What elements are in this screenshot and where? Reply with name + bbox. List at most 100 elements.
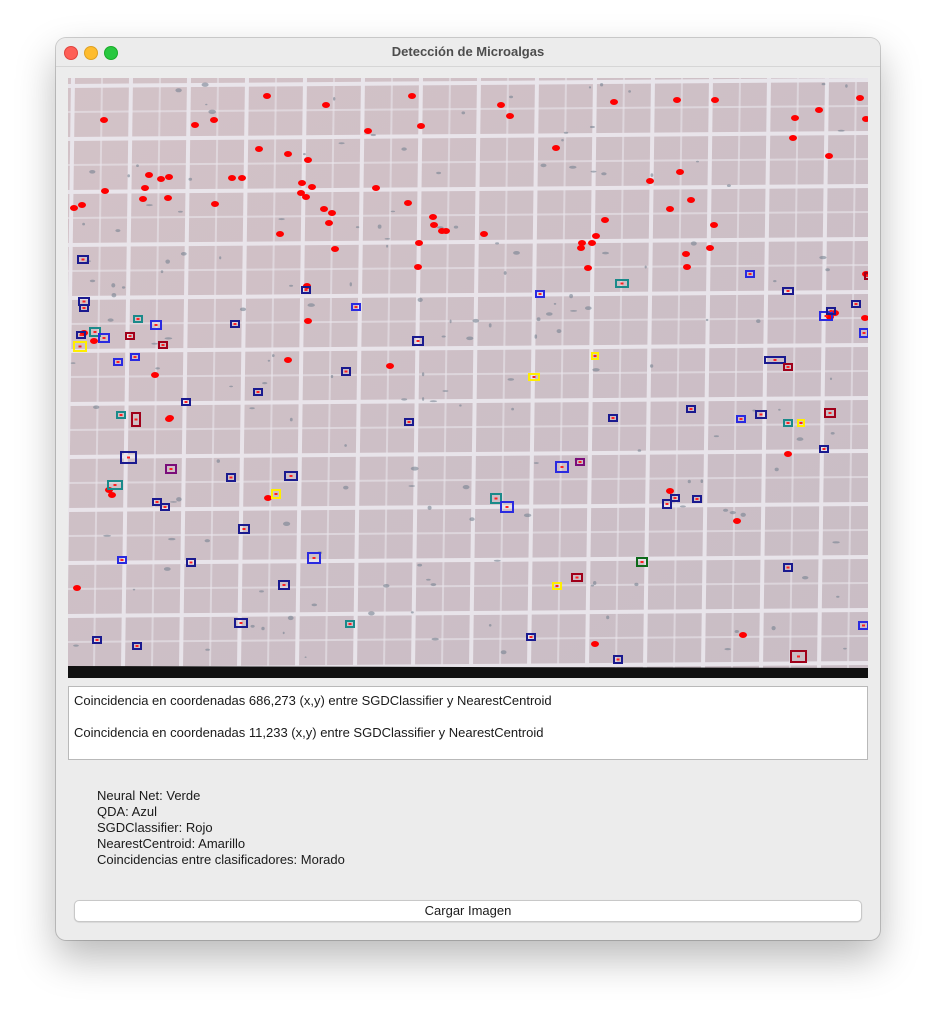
sgd-detection [682, 251, 690, 257]
grid-line [817, 78, 829, 669]
debris-particle [103, 534, 112, 537]
maximize-window-button[interactable] [104, 46, 118, 60]
sgd-detection [784, 451, 792, 457]
sgd-detection [506, 113, 514, 119]
debris-particle [401, 398, 408, 401]
sgd-detection [284, 151, 292, 157]
title-bar: Detección de Microalgas [56, 38, 880, 67]
detection-center [828, 412, 832, 414]
minimize-window-button[interactable] [84, 46, 98, 60]
sgd-detection [497, 102, 505, 108]
debris-particle [355, 226, 360, 229]
detection-center [578, 461, 582, 463]
debris-particle [606, 615, 610, 620]
detection-box [113, 358, 123, 366]
legend-item-neural-net: Neural Net: Verde [97, 788, 201, 803]
debris-particle [410, 466, 419, 471]
detection-center [354, 306, 358, 308]
detection-center [116, 361, 120, 363]
debris-particle [175, 88, 182, 93]
close-window-button[interactable] [64, 46, 78, 60]
detection-center [312, 557, 316, 559]
detection-box [555, 461, 569, 473]
debris-particle [121, 286, 126, 289]
detection-box [125, 332, 135, 340]
detection-box [670, 494, 680, 502]
detection-box [797, 419, 805, 427]
coincidence-log: Coincidencia en coordenadas 686,273 (x,y… [68, 686, 868, 760]
detection-box [858, 621, 868, 630]
debris-particle [628, 90, 631, 93]
detection-box [782, 287, 794, 295]
grid-line [68, 237, 868, 247]
debris-particle [466, 336, 474, 341]
debris-particle [723, 508, 729, 512]
debris-particle [429, 400, 438, 403]
debris-particle [278, 218, 285, 221]
debris-particle [592, 368, 600, 372]
debris-particle [111, 283, 116, 288]
grid-line [68, 211, 868, 219]
sgd-detection [73, 585, 81, 591]
detection-box [851, 300, 861, 308]
detection-box [615, 279, 629, 288]
detection-box [636, 557, 648, 567]
debris-particle [289, 417, 293, 422]
sgd-detection [711, 97, 719, 103]
sgd-detection [592, 233, 600, 239]
debris-particle [687, 479, 691, 484]
debris-particle [349, 282, 352, 287]
detection-center [748, 273, 752, 275]
grid-line [237, 78, 249, 669]
debris-particle [495, 242, 500, 245]
sgd-detection [577, 245, 585, 251]
detection-box [107, 480, 123, 490]
debris-particle [262, 382, 268, 385]
debris-particle [756, 319, 761, 323]
legend-item-qda: QDA: Azul [97, 804, 157, 819]
sgd-detection [414, 264, 422, 270]
detection-center [127, 456, 130, 459]
detection-center [289, 475, 293, 477]
debris-particle [589, 125, 595, 129]
debris-particle [208, 109, 216, 114]
detection-box [500, 501, 514, 513]
debris-particle [500, 650, 507, 655]
load-image-button[interactable]: Cargar Imagen [74, 900, 862, 922]
detection-box [234, 618, 248, 628]
sgd-detection [408, 93, 416, 99]
grid-line [68, 264, 868, 272]
sgd-detection [673, 97, 681, 103]
debris-particle [563, 131, 569, 134]
detection-box [160, 503, 170, 511]
detection-center [136, 318, 140, 320]
sgd-detection [101, 188, 109, 194]
sgd-detection [739, 632, 747, 638]
debris-particle [249, 407, 255, 410]
debris-particle [204, 539, 210, 543]
debris-particle [436, 171, 441, 175]
debris-particle [561, 139, 564, 142]
detection-box [253, 388, 263, 396]
debris-particle [830, 432, 835, 435]
sgd-detection [601, 217, 609, 223]
grid-line [68, 476, 868, 484]
sgd-detection [304, 318, 312, 324]
detection-center [344, 370, 348, 373]
detection-box [571, 573, 583, 582]
detection-center [673, 497, 677, 499]
detection-box [158, 341, 168, 349]
debris-particle [89, 170, 96, 174]
detection-center [505, 506, 509, 508]
sgd-detection [108, 492, 116, 498]
detection-center [407, 421, 411, 423]
debris-particle [729, 511, 736, 515]
detection-box [783, 419, 793, 427]
detection-center [416, 340, 420, 342]
debris-particle [724, 648, 731, 651]
detection-center [93, 331, 97, 333]
detection-box [526, 633, 536, 641]
debris-particle [304, 656, 307, 658]
debris-particle [449, 319, 452, 324]
debris-particle [430, 583, 437, 587]
